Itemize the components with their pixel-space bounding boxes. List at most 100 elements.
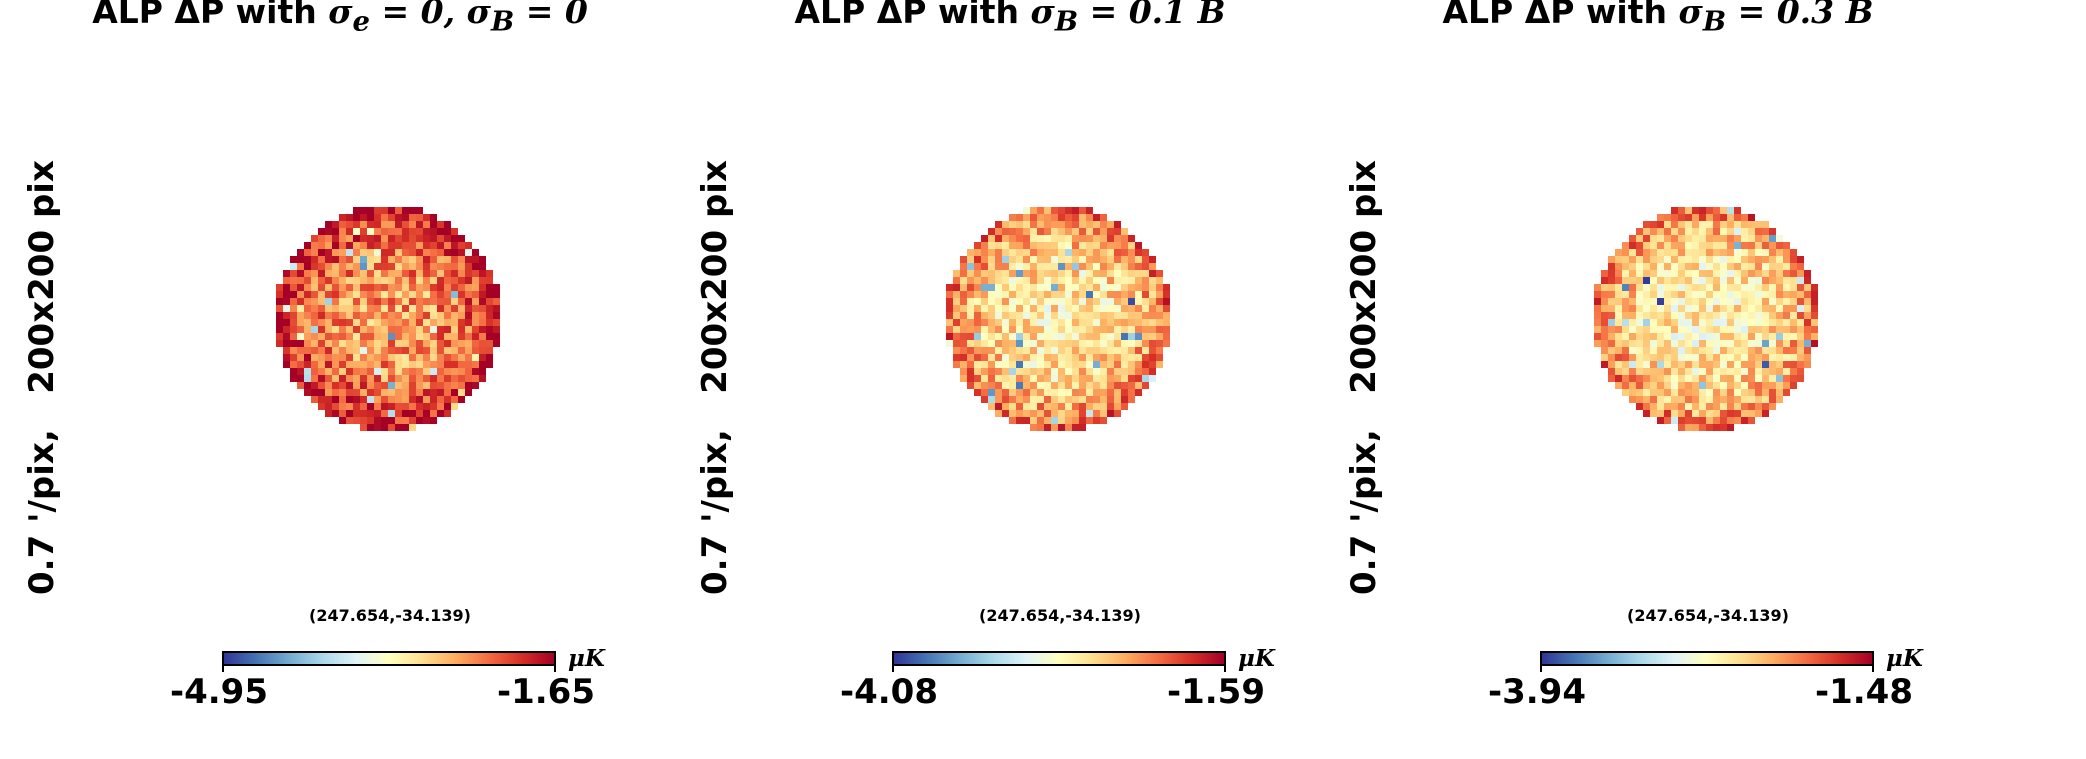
map-pixel xyxy=(1142,375,1149,382)
map-pixel xyxy=(1720,375,1727,382)
map-pixel xyxy=(416,291,423,298)
map-pixel xyxy=(367,284,374,291)
map-pixel xyxy=(479,256,486,263)
map-pixel xyxy=(1608,305,1615,312)
map-pixel xyxy=(988,326,995,333)
map-pixel xyxy=(1072,326,1079,333)
map-pixel xyxy=(430,249,437,256)
map-pixel xyxy=(1065,389,1072,396)
map-pixel xyxy=(1058,417,1065,424)
map-pixel xyxy=(1720,403,1727,410)
map-pixel xyxy=(1629,249,1636,256)
map-pixel xyxy=(1706,326,1713,333)
map-pixel xyxy=(325,396,332,403)
map-pixel xyxy=(1706,417,1713,424)
map-pixel xyxy=(1594,312,1601,319)
map-pixel xyxy=(304,249,311,256)
map-pixel xyxy=(360,375,367,382)
map-pixel xyxy=(339,354,346,361)
map-pixel xyxy=(1776,284,1783,291)
map-pixel xyxy=(960,312,967,319)
map-pixel xyxy=(283,326,290,333)
map-pixel xyxy=(1135,263,1142,270)
map-pixel xyxy=(423,291,430,298)
map-pixel xyxy=(1128,277,1135,284)
map-pixel xyxy=(465,242,472,249)
map-pixel xyxy=(967,347,974,354)
map-pixel xyxy=(318,298,325,305)
map-pixel xyxy=(1727,417,1734,424)
map-pixel xyxy=(974,277,981,284)
map-pixel xyxy=(1720,284,1727,291)
map-pixel xyxy=(1776,270,1783,277)
map-pixel xyxy=(430,326,437,333)
map-pixel xyxy=(346,284,353,291)
map-pixel xyxy=(1086,298,1093,305)
map-pixel xyxy=(1072,284,1079,291)
map-pixel xyxy=(1065,305,1072,312)
map-pixel xyxy=(339,305,346,312)
map-pixel xyxy=(1629,270,1636,277)
map-pixel xyxy=(332,277,339,284)
map-pixel xyxy=(297,382,304,389)
map-pixel xyxy=(1072,354,1079,361)
map-pixel xyxy=(1762,249,1769,256)
map-pixel xyxy=(1107,263,1114,270)
map-pixel xyxy=(423,375,430,382)
map-pixel xyxy=(1643,242,1650,249)
map-pixel xyxy=(1100,263,1107,270)
map-pixel xyxy=(465,312,472,319)
map-pixel xyxy=(1748,305,1755,312)
map-pixel xyxy=(339,361,346,368)
map-pixel xyxy=(1093,228,1100,235)
map-pixel xyxy=(346,319,353,326)
map-pixel xyxy=(381,263,388,270)
map-pixel xyxy=(451,396,458,403)
map-pixel xyxy=(1163,305,1170,312)
map-pixel xyxy=(1769,403,1776,410)
map-pixel xyxy=(1720,305,1727,312)
map-pixel xyxy=(1776,298,1783,305)
map-pixel xyxy=(1650,291,1657,298)
map-pixel xyxy=(1121,361,1128,368)
map-pixel xyxy=(1734,340,1741,347)
map-pixel xyxy=(346,396,353,403)
map-pixel xyxy=(430,319,437,326)
map-pixel xyxy=(451,256,458,263)
map-pixel xyxy=(1016,368,1023,375)
map-pixel xyxy=(1622,284,1629,291)
map-pixel xyxy=(1727,207,1734,214)
map-pixel xyxy=(416,312,423,319)
colorbar-tick-min xyxy=(1540,666,1542,672)
colorbar-unit: μK xyxy=(1238,645,1275,672)
map-pixel xyxy=(1615,382,1622,389)
map-pixel xyxy=(1678,417,1685,424)
map-pixel xyxy=(1643,277,1650,284)
map-pixel xyxy=(1072,214,1079,221)
map-pixel xyxy=(1079,417,1086,424)
map-pixel xyxy=(444,305,451,312)
map-pixel xyxy=(1727,270,1734,277)
map-pixel xyxy=(451,361,458,368)
map-pixel xyxy=(1135,319,1142,326)
map-pixel xyxy=(1107,340,1114,347)
map-pixel xyxy=(374,424,381,431)
map-pixel xyxy=(346,382,353,389)
map-pixel xyxy=(1009,333,1016,340)
map-pixel xyxy=(1016,375,1023,382)
map-pixel xyxy=(346,368,353,375)
map-pixel xyxy=(1121,326,1128,333)
map-pixel xyxy=(1727,319,1734,326)
map-pixel xyxy=(458,305,465,312)
map-pixel xyxy=(1594,298,1601,305)
center-coordinate: (247.654,-34.139) xyxy=(309,606,471,625)
map-pixel xyxy=(1058,396,1065,403)
map-pixel xyxy=(416,333,423,340)
map-pixel xyxy=(1009,382,1016,389)
map-pixel xyxy=(1699,242,1706,249)
map-pixel xyxy=(1713,214,1720,221)
map-pixel xyxy=(430,214,437,221)
map-pixel xyxy=(1622,305,1629,312)
map-pixel xyxy=(1678,312,1685,319)
map-pixel xyxy=(395,340,402,347)
